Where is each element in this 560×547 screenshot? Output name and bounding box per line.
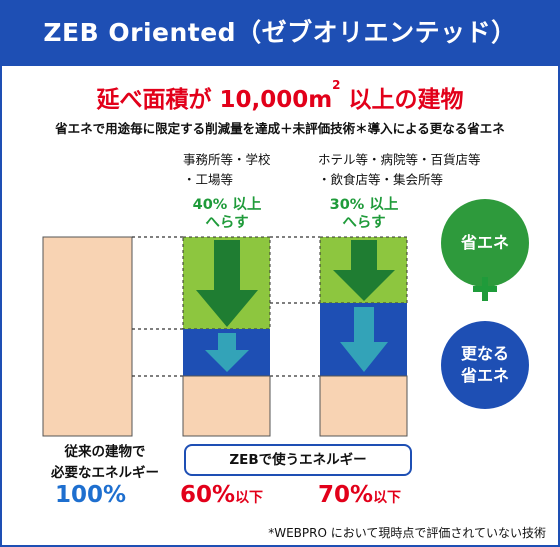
conventional-percentage: 100% [55,482,126,508]
office-category-line2: ・工場等 [183,172,234,187]
hotel-energy-saving-arrow [333,240,395,301]
further-saving-legend-circle: 更なる 省エネ [441,321,529,409]
headline-prefix: 延べ面積が 10,000m [96,87,333,113]
conventional-energy-bar [42,236,133,437]
hotel-further-saving-arrow [340,307,388,372]
hotel-category-line1: ホテル等・病院等・百貨店等 [318,152,481,167]
title-bar: ZEB Oriented（ゼブオリエンテッド） [0,0,560,66]
office-further-saving-arrow [205,333,249,372]
hotel-reduction-line2: へらす [342,215,386,231]
subheadline: 省エネで用途毎に限定する削減量を達成＋未評価技術＊導入による更なる省エネ [55,121,505,136]
headline-suffix: 以上の建物 [340,87,464,113]
office-zeb-energy-segment [182,375,271,437]
office-reduction-label: 40% 以上 へらす [172,196,282,232]
office-reduction-line2: へらす [205,215,249,231]
office-energy-saving-arrow [196,240,258,327]
energy-saving-legend-circle: 省エネ [441,199,529,287]
office-percentage-value: 60% [180,482,236,508]
hotel-reduction-line1: 30% 以上 [329,197,399,213]
headline-superscript: 2 [332,78,341,92]
further-saving-legend-line1: 更なる [460,344,509,363]
conventional-energy-label: 従来の建物で 必要なエネルギー [40,442,170,484]
conventional-label-line1: 従来の建物で [64,444,146,460]
energy-saving-legend-label: 省エネ [460,233,509,252]
office-category-line1: 事務所等・学校 [183,152,271,167]
hotel-reduction-label: 30% 以上 へらす [309,196,419,232]
hotel-percentage-value: 70% [318,482,374,508]
conventional-percentage-value: 100% [55,482,127,508]
hotel-category-line2: ・飲食店等・集会所等 [318,172,444,187]
plus-icon [473,277,497,301]
office-percentage: 60%以下 [180,482,263,508]
headline: 延べ面積が 10,000m2 以上の建物 [0,78,560,114]
office-percentage-suffix: 以下 [235,490,264,506]
footnote: *WEBPRO において現時点で評価されていない技術 [268,526,546,540]
page-title: ZEB Oriented（ゼブオリエンテッド） [43,18,517,47]
hotel-zeb-energy-segment [319,375,408,437]
zeb-energy-label: ZEBで使うエネルギー [184,444,412,476]
further-saving-legend-line2: 省エネ [460,366,509,385]
hotel-percentage-suffix: 以下 [373,490,402,506]
conventional-label-line2: 必要なエネルギー [51,465,159,481]
guide-lines [132,236,320,377]
hotel-percentage: 70%以下 [318,482,401,508]
office-category-label: 事務所等・学校 ・工場等 [183,150,271,190]
office-reduction-line1: 40% 以上 [192,197,262,213]
hotel-category-label: ホテル等・病院等・百貨店等 ・飲食店等・集会所等 [318,150,481,190]
